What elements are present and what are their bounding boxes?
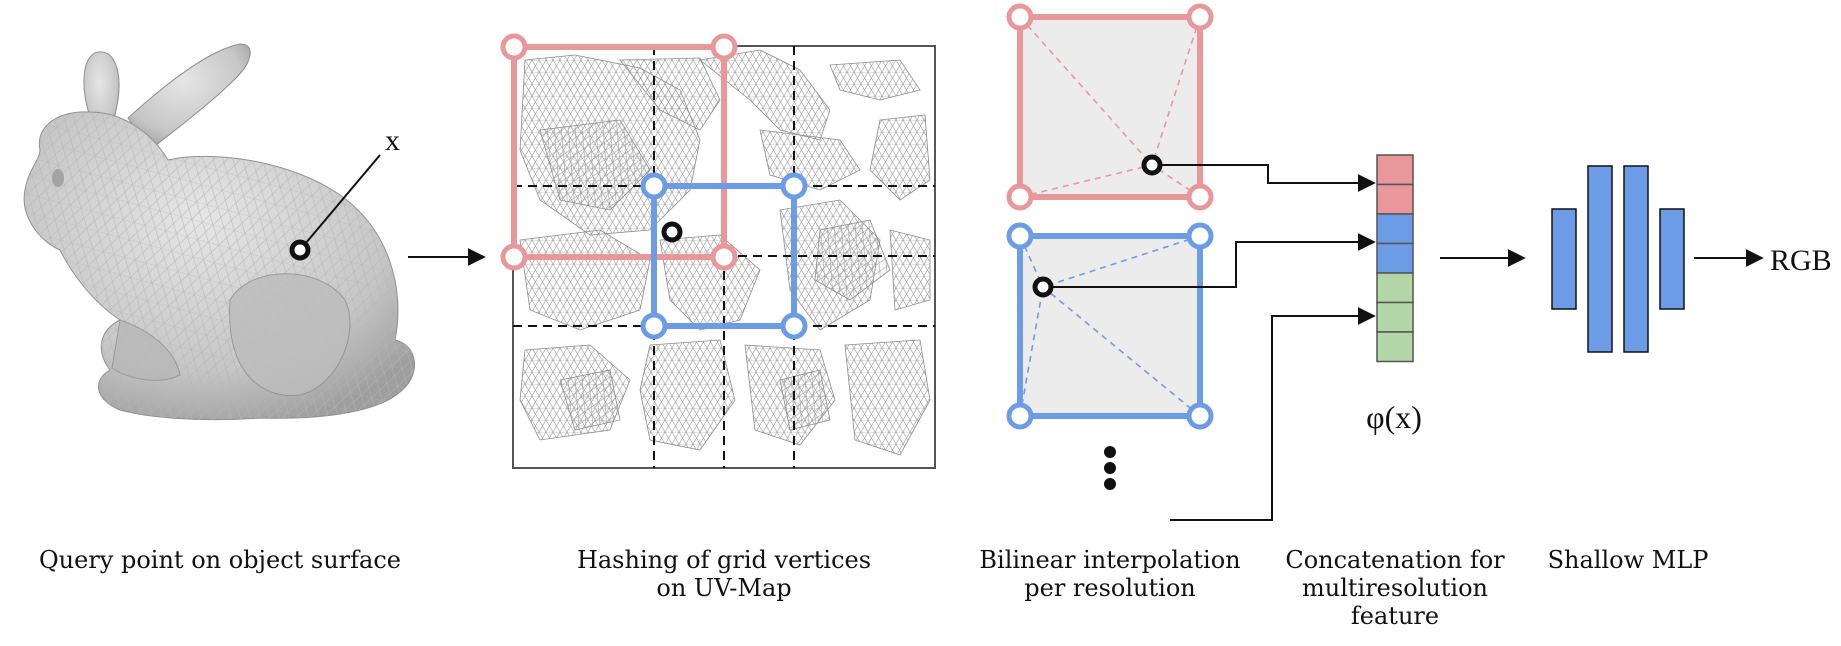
- uv-blue-cell: [651, 183, 797, 329]
- feature-segment-red: [1376, 154, 1414, 186]
- caption-concat-line-3: feature: [1350, 602, 1440, 630]
- feature-segment-green: [1376, 301, 1414, 333]
- bilinear-blue-cell: [1006, 222, 1214, 430]
- connector-green: [1170, 307, 1376, 521]
- mlp-layer: [1623, 165, 1649, 353]
- caption-hashing: Hashing of grid vertices on UV-Map: [534, 546, 914, 602]
- query-point-marker: [289, 239, 311, 261]
- caption-mlp-line-1: Shallow MLP: [1547, 546, 1709, 574]
- bilinear-red-cell: [1006, 3, 1214, 211]
- mlp-layer: [1659, 208, 1685, 310]
- caption-bilinear-line-2: per resolution: [1024, 574, 1196, 602]
- caption-hashing-line-1: Hashing of grid vertices: [576, 546, 872, 574]
- caption-query: Query point on object surface: [20, 546, 420, 574]
- caption-mlp: Shallow MLP: [1528, 546, 1728, 574]
- feature-segment-blue: [1376, 242, 1414, 274]
- caption-concat-line-2: multiresolution: [1301, 574, 1488, 602]
- mlp-layers: [1551, 165, 1685, 353]
- bunny-mesh-icon: [23, 43, 415, 421]
- uv-query-point: [661, 221, 683, 243]
- mlp-layer: [1587, 165, 1613, 353]
- query-point-label: x: [385, 124, 400, 157]
- bunny-ear-front: [127, 43, 251, 151]
- connector-blue: [1051, 233, 1376, 288]
- output-label: RGB: [1770, 244, 1832, 277]
- feature-vector: [1376, 154, 1414, 363]
- query-point-leader: [299, 154, 381, 251]
- connector-red: [1160, 164, 1376, 192]
- caption-hashing-line-2: on UV-Map: [656, 574, 792, 602]
- caption-bilinear: Bilinear interpolation per resolution: [960, 546, 1260, 602]
- uv-map-mesh-icon: [500, 33, 936, 469]
- bunny-haunch: [229, 273, 351, 397]
- feature-segment-green: [1376, 331, 1414, 363]
- caption-bilinear-line-1: Bilinear interpolation: [979, 546, 1241, 574]
- feature-segment-green: [1376, 272, 1414, 304]
- feature-segment-blue: [1376, 213, 1414, 245]
- bunny-front-leg: [111, 319, 181, 381]
- uv-red-cell: [511, 44, 727, 260]
- caption-query-line-1: Query point on object surface: [38, 546, 401, 574]
- feature-segment-red: [1376, 183, 1414, 215]
- bunny-eye: [52, 169, 64, 187]
- mlp-layer: [1551, 208, 1577, 310]
- ellipsis-dots-icon: [1104, 446, 1116, 490]
- caption-concat-line-1: Concatenation for: [1285, 546, 1505, 574]
- feature-label: φ(x): [1366, 399, 1422, 435]
- caption-concat: Concatenation for multiresolution featur…: [1270, 546, 1520, 630]
